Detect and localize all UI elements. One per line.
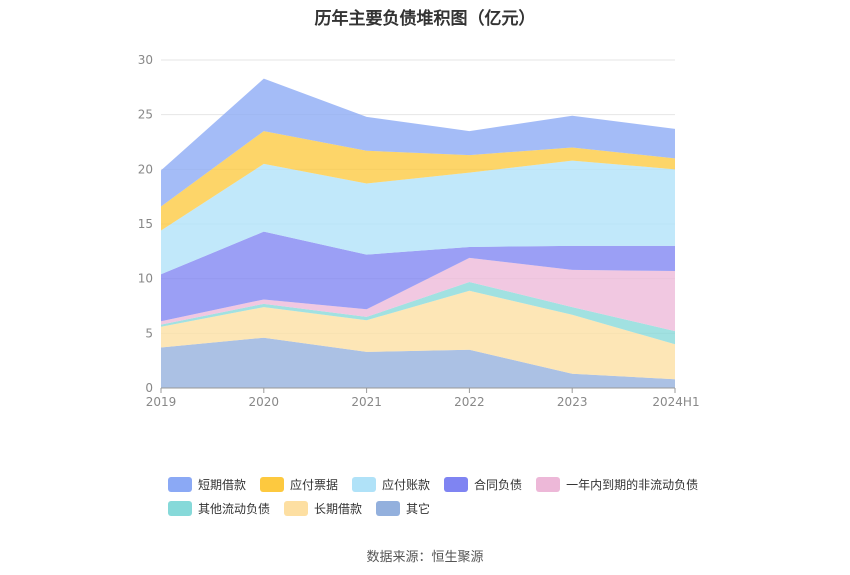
series-area-4 [161,231,675,322]
x-tick-label: 2020 [249,395,280,409]
legend-row: 短期借款 应付票据 应付账款 合同负债 一年内到期的非流动负债 [168,472,728,496]
y-tick-label: 15 [138,217,153,231]
legend-item[interactable]: 合同负债 [444,476,522,493]
legend-swatch [260,476,285,492]
legend-swatch [536,476,561,492]
legend-item[interactable]: 应付账款 [352,476,430,493]
series-area-2 [161,281,675,345]
data-source-note: 数据来源：恒生聚源 [366,550,484,565]
series-area-6 [161,131,675,231]
legend-label: 一年内到期的非流动负债 [566,477,699,492]
legend-swatch [376,500,401,516]
chart-title: 历年主要负债堆积图（亿元） [314,9,536,29]
legend-label: 其他流动负债 [198,501,271,516]
legend-swatch [444,476,469,492]
legend-label: 其它 [406,501,431,516]
series-area-5 [161,160,675,275]
chart-legend: 短期借款 应付票据 应付账款 合同负债 一年内到期的非流动负债其他流动负债 长期借款 其它 [168,472,728,520]
legend-item[interactable]: 短期借款 [168,476,246,493]
y-tick-label: 0 [145,381,153,395]
legend-label: 长期借款 [314,501,363,516]
series-area-7 [161,78,675,207]
legend-label: 应付票据 [290,477,339,492]
legend-swatch [168,476,192,492]
legend-item[interactable]: 一年内到期的非流动负债 [536,476,698,493]
legend-swatch [168,500,192,516]
x-tick-label: 2019 [146,395,177,409]
legend-label: 合同负债 [474,477,523,492]
legend-swatch [284,500,309,516]
legend-row: 其他流动负债 长期借款 其它 [168,496,728,520]
series-area-3 [161,257,675,332]
y-tick-label: 30 [138,53,153,67]
legend-swatch [352,476,377,492]
y-tick-label: 20 [138,162,153,176]
x-tick-label: 2023 [557,395,588,409]
series-area-0 [161,337,675,388]
x-tick-label: 2021 [351,395,382,409]
legend-item[interactable]: 其它 [376,500,430,517]
y-tick-label: 10 [138,272,153,286]
y-tick-label: 25 [138,108,153,122]
x-tick-label: 2022 [454,395,485,409]
legend-item[interactable]: 长期借款 [284,500,362,517]
y-tick-label: 5 [145,326,153,340]
legend-item[interactable]: 应付票据 [260,476,338,493]
series-area-1 [161,290,675,380]
legend-label: 短期借款 [198,477,247,492]
legend-item[interactable]: 其他流动负债 [168,500,270,517]
stacked-area-chart: 0 5 10 15 20 25 30 2019 2020 2021 2022 2023 2024H1 [138,53,700,409]
x-tick-label: 2024H1 [652,395,699,409]
legend-label: 应付账款 [382,477,431,492]
